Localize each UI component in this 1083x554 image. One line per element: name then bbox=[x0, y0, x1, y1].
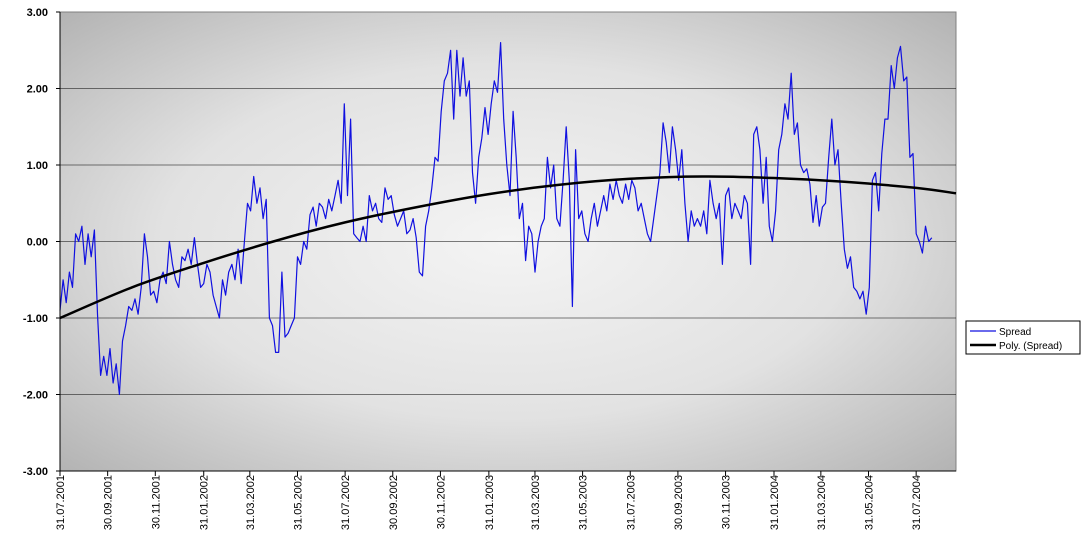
y-tick-label: 0.00 bbox=[27, 237, 48, 249]
x-tick-label: 30.09.2003 bbox=[673, 475, 685, 530]
x-tick-label: 31.01.2002 bbox=[199, 475, 211, 530]
x-tick-label: 31.03.2004 bbox=[816, 475, 828, 530]
y-axis-ticks: 3.00 2.00 1.00 0.00 -1.00 -2.00 -3.00 bbox=[23, 7, 60, 478]
legend-label-spread: Spread bbox=[999, 327, 1031, 338]
x-tick-label: 31.05.2004 bbox=[864, 475, 876, 530]
x-tick-label: 31.07.2003 bbox=[625, 475, 637, 530]
x-tick-label: 31.03.2003 bbox=[530, 475, 542, 530]
x-tick-label: 31.07.2002 bbox=[340, 475, 352, 530]
y-tick-label: -3.00 bbox=[23, 466, 48, 478]
x-tick-label: 30.11.2002 bbox=[435, 475, 447, 529]
x-tick-label: 30.11.2003 bbox=[721, 475, 733, 529]
x-tick-label: 31.01.2003 bbox=[484, 475, 496, 530]
y-tick-label: -2.00 bbox=[23, 390, 48, 402]
x-tick-label: 30.09.2001 bbox=[103, 475, 115, 530]
x-tick-label: 31.05.2002 bbox=[292, 475, 304, 530]
x-tick-label: 31.07.2004 bbox=[911, 475, 923, 530]
x-tick-label: 31.05.2003 bbox=[578, 475, 590, 530]
legend: Spread Poly. (Spread) bbox=[965, 320, 1081, 355]
x-tick-label: 30.09.2002 bbox=[388, 475, 400, 530]
series-line-spread bbox=[59, 42, 933, 396]
legend-box bbox=[965, 320, 1081, 355]
y-tick-label: 2.00 bbox=[27, 84, 48, 96]
x-tick-label: 30.11.2001 bbox=[150, 475, 162, 529]
series-layer bbox=[59, 42, 957, 396]
y-tick-label: 3.00 bbox=[27, 7, 48, 19]
legend-label-poly: Poly. (Spread) bbox=[999, 341, 1062, 352]
y-tick-label: 1.00 bbox=[27, 160, 48, 172]
x-tick-label: 31.03.2002 bbox=[245, 475, 257, 530]
x-axis-ticks: 31.07.2001 30.09.2001 30.11.2001 31.01.2002… bbox=[55, 471, 923, 530]
x-tick-label: 31.07.2001 bbox=[55, 475, 67, 530]
series-line-poly-trendline bbox=[59, 175, 957, 320]
x-tick-label: 31.01.2004 bbox=[769, 475, 781, 530]
y-tick-label: -1.00 bbox=[23, 313, 48, 325]
grid-lines bbox=[60, 88, 956, 395]
